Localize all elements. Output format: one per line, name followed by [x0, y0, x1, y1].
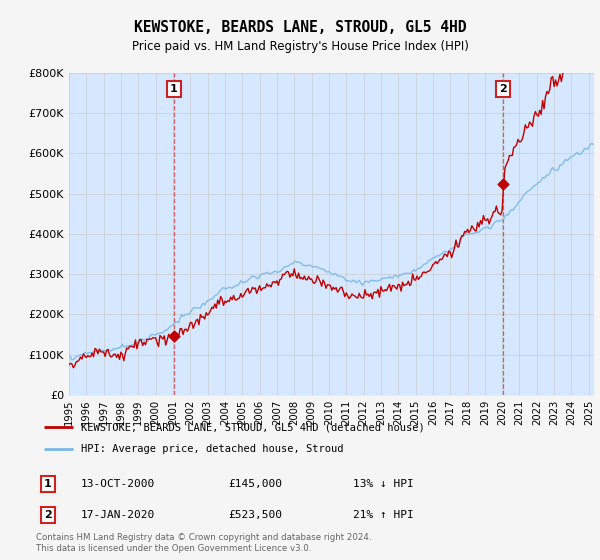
Text: £145,000: £145,000	[228, 479, 282, 489]
Text: 13% ↓ HPI: 13% ↓ HPI	[353, 479, 414, 489]
Text: 2: 2	[499, 84, 507, 94]
Text: HPI: Average price, detached house, Stroud: HPI: Average price, detached house, Stro…	[81, 444, 344, 454]
Text: £523,500: £523,500	[228, 510, 282, 520]
Text: Price paid vs. HM Land Registry's House Price Index (HPI): Price paid vs. HM Land Registry's House …	[131, 40, 469, 53]
Text: 21% ↑ HPI: 21% ↑ HPI	[353, 510, 414, 520]
Text: 17-JAN-2020: 17-JAN-2020	[81, 510, 155, 520]
Text: 1: 1	[170, 84, 178, 94]
Text: 2: 2	[44, 510, 52, 520]
Text: 1: 1	[44, 479, 52, 489]
Point	[498, 180, 508, 189]
Text: KEWSTOKE, BEARDS LANE, STROUD, GL5 4HD: KEWSTOKE, BEARDS LANE, STROUD, GL5 4HD	[134, 20, 466, 35]
Point	[169, 332, 178, 341]
Text: KEWSTOKE, BEARDS LANE, STROUD, GL5 4HD (detached house): KEWSTOKE, BEARDS LANE, STROUD, GL5 4HD (…	[81, 422, 425, 432]
Text: Contains HM Land Registry data © Crown copyright and database right 2024.
This d: Contains HM Land Registry data © Crown c…	[36, 533, 371, 553]
Text: 13-OCT-2000: 13-OCT-2000	[81, 479, 155, 489]
